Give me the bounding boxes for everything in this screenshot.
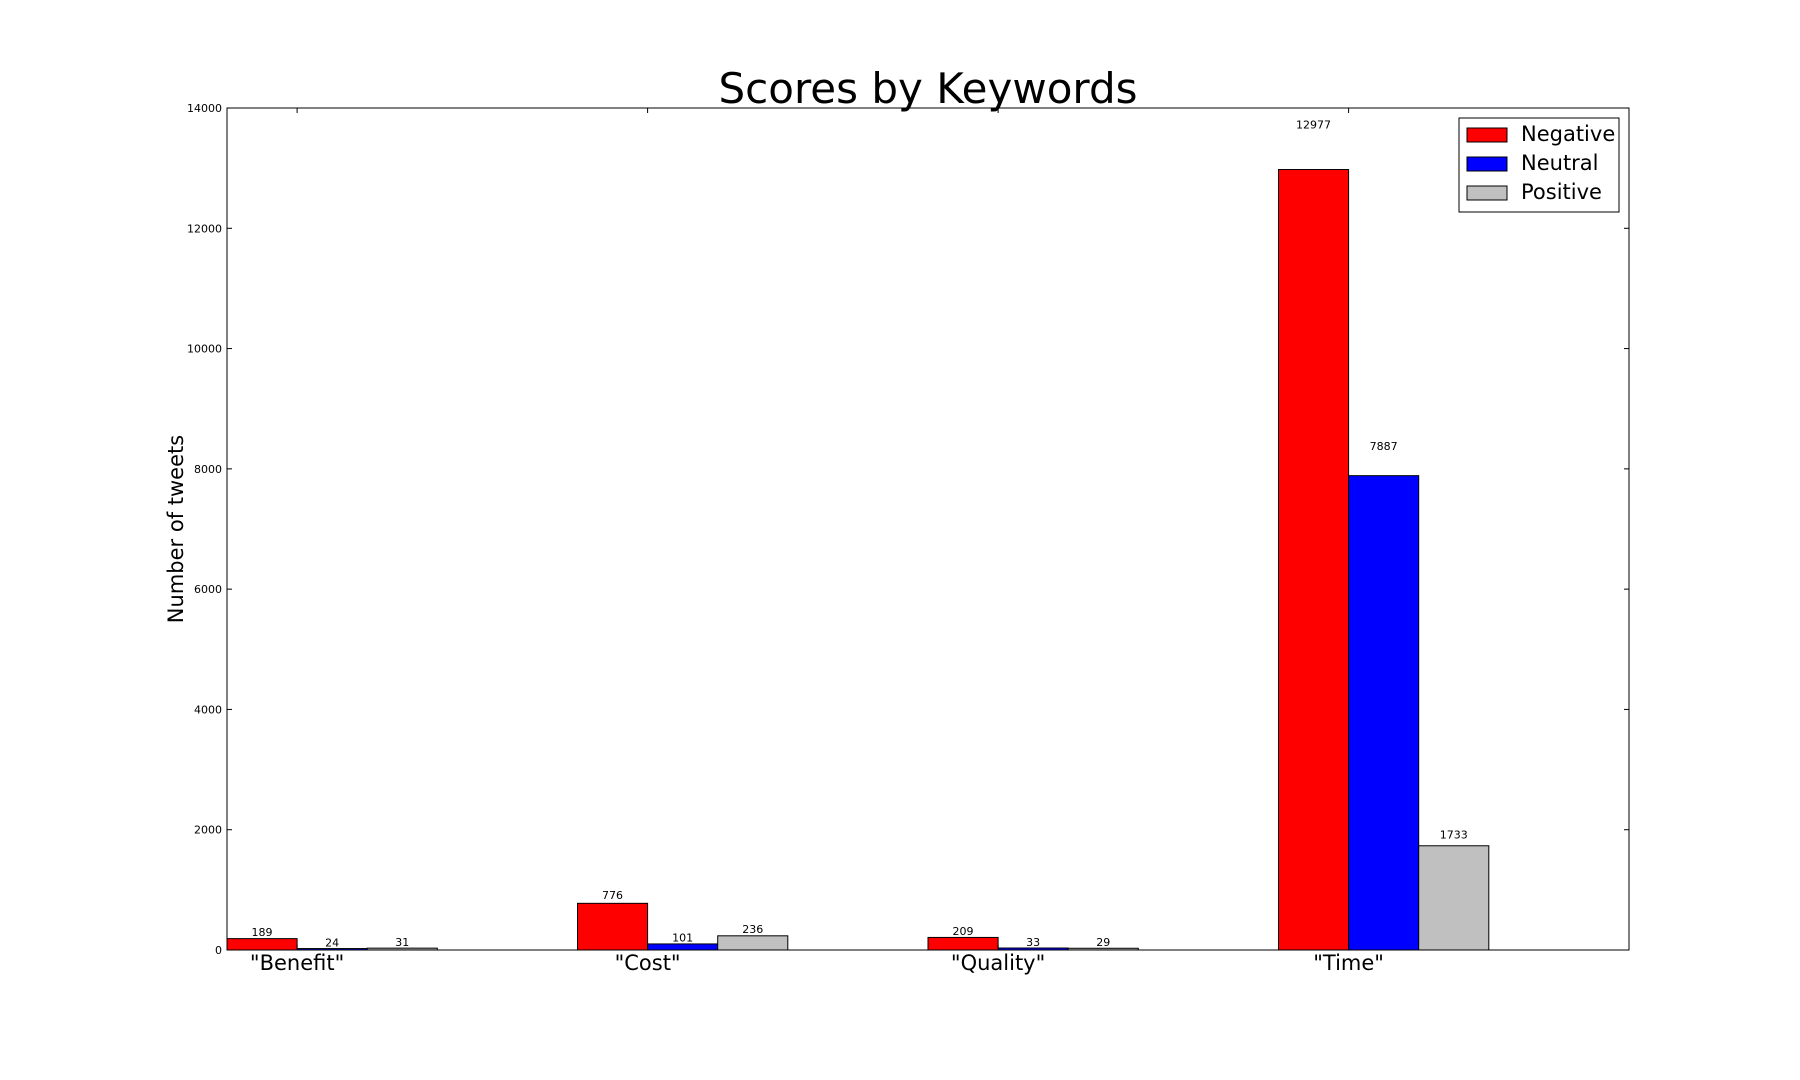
bar-value-label: 1733 (1440, 829, 1468, 842)
bar-positive (1418, 845, 1490, 951)
x-tick-label: "Benefit" (250, 951, 344, 975)
y-tick-label: 4000 (194, 703, 222, 716)
y-tick-label: 10000 (187, 343, 222, 356)
bar-value-label: 7887 (1370, 440, 1398, 453)
legend-label-neutral: Neutral (1521, 151, 1599, 175)
bar-value-label: 189 (252, 926, 273, 939)
legend-swatch-neutral (1466, 156, 1508, 172)
bar-value-label: 12977 (1296, 119, 1331, 132)
y-tick-label: 0 (215, 944, 222, 957)
bar-value-label: 236 (742, 923, 763, 936)
bar-neutral (647, 943, 719, 951)
bar-value-label: 209 (953, 925, 974, 938)
y-tick-label: 8000 (194, 463, 222, 476)
chart-title: Scores by Keywords (719, 64, 1138, 113)
bar-value-label: 101 (672, 932, 693, 945)
y-tick-label: 6000 (194, 583, 222, 596)
legend-label-negative: Negative (1521, 122, 1615, 146)
bar-value-label: 33 (1026, 936, 1040, 949)
bar-neutral (1348, 475, 1420, 951)
legend-swatch-negative (1466, 127, 1508, 143)
y-axis-label: Number of tweets (164, 435, 188, 623)
bars-layer (226, 169, 1490, 951)
legend-label-positive: Positive (1521, 180, 1602, 204)
x-tick-label: "Quality" (951, 951, 1045, 975)
y-tick-label: 12000 (187, 222, 222, 235)
legend-swatch-positive (1466, 185, 1508, 201)
bar-value-label: 776 (602, 889, 623, 902)
bar-positive (717, 935, 789, 951)
y-tick-label: 14000 (187, 102, 222, 115)
bar-value-label: 29 (1096, 936, 1110, 949)
y-tick-label: 2000 (194, 824, 222, 837)
x-tick-label: "Cost" (615, 951, 681, 975)
bar-negative (1278, 169, 1350, 951)
bar-value-label: 31 (395, 936, 409, 949)
x-tick-label: "Time" (1313, 951, 1384, 975)
plot-frame (226, 107, 1630, 951)
bar-value-label: 24 (325, 936, 339, 949)
legend: Negative Neutral Positive (1458, 117, 1620, 213)
bar-negative (577, 902, 649, 951)
bar-negative (226, 938, 298, 951)
bar-negative (927, 936, 999, 951)
axes-layer: 0 2000 4000 6000 8000 10000 12000 14000 "Benefit… (187, 102, 1630, 975)
bar-labels-layer: 189 776 209 12977 24 101 33 7887 31 236 29 1733 (252, 119, 1468, 950)
